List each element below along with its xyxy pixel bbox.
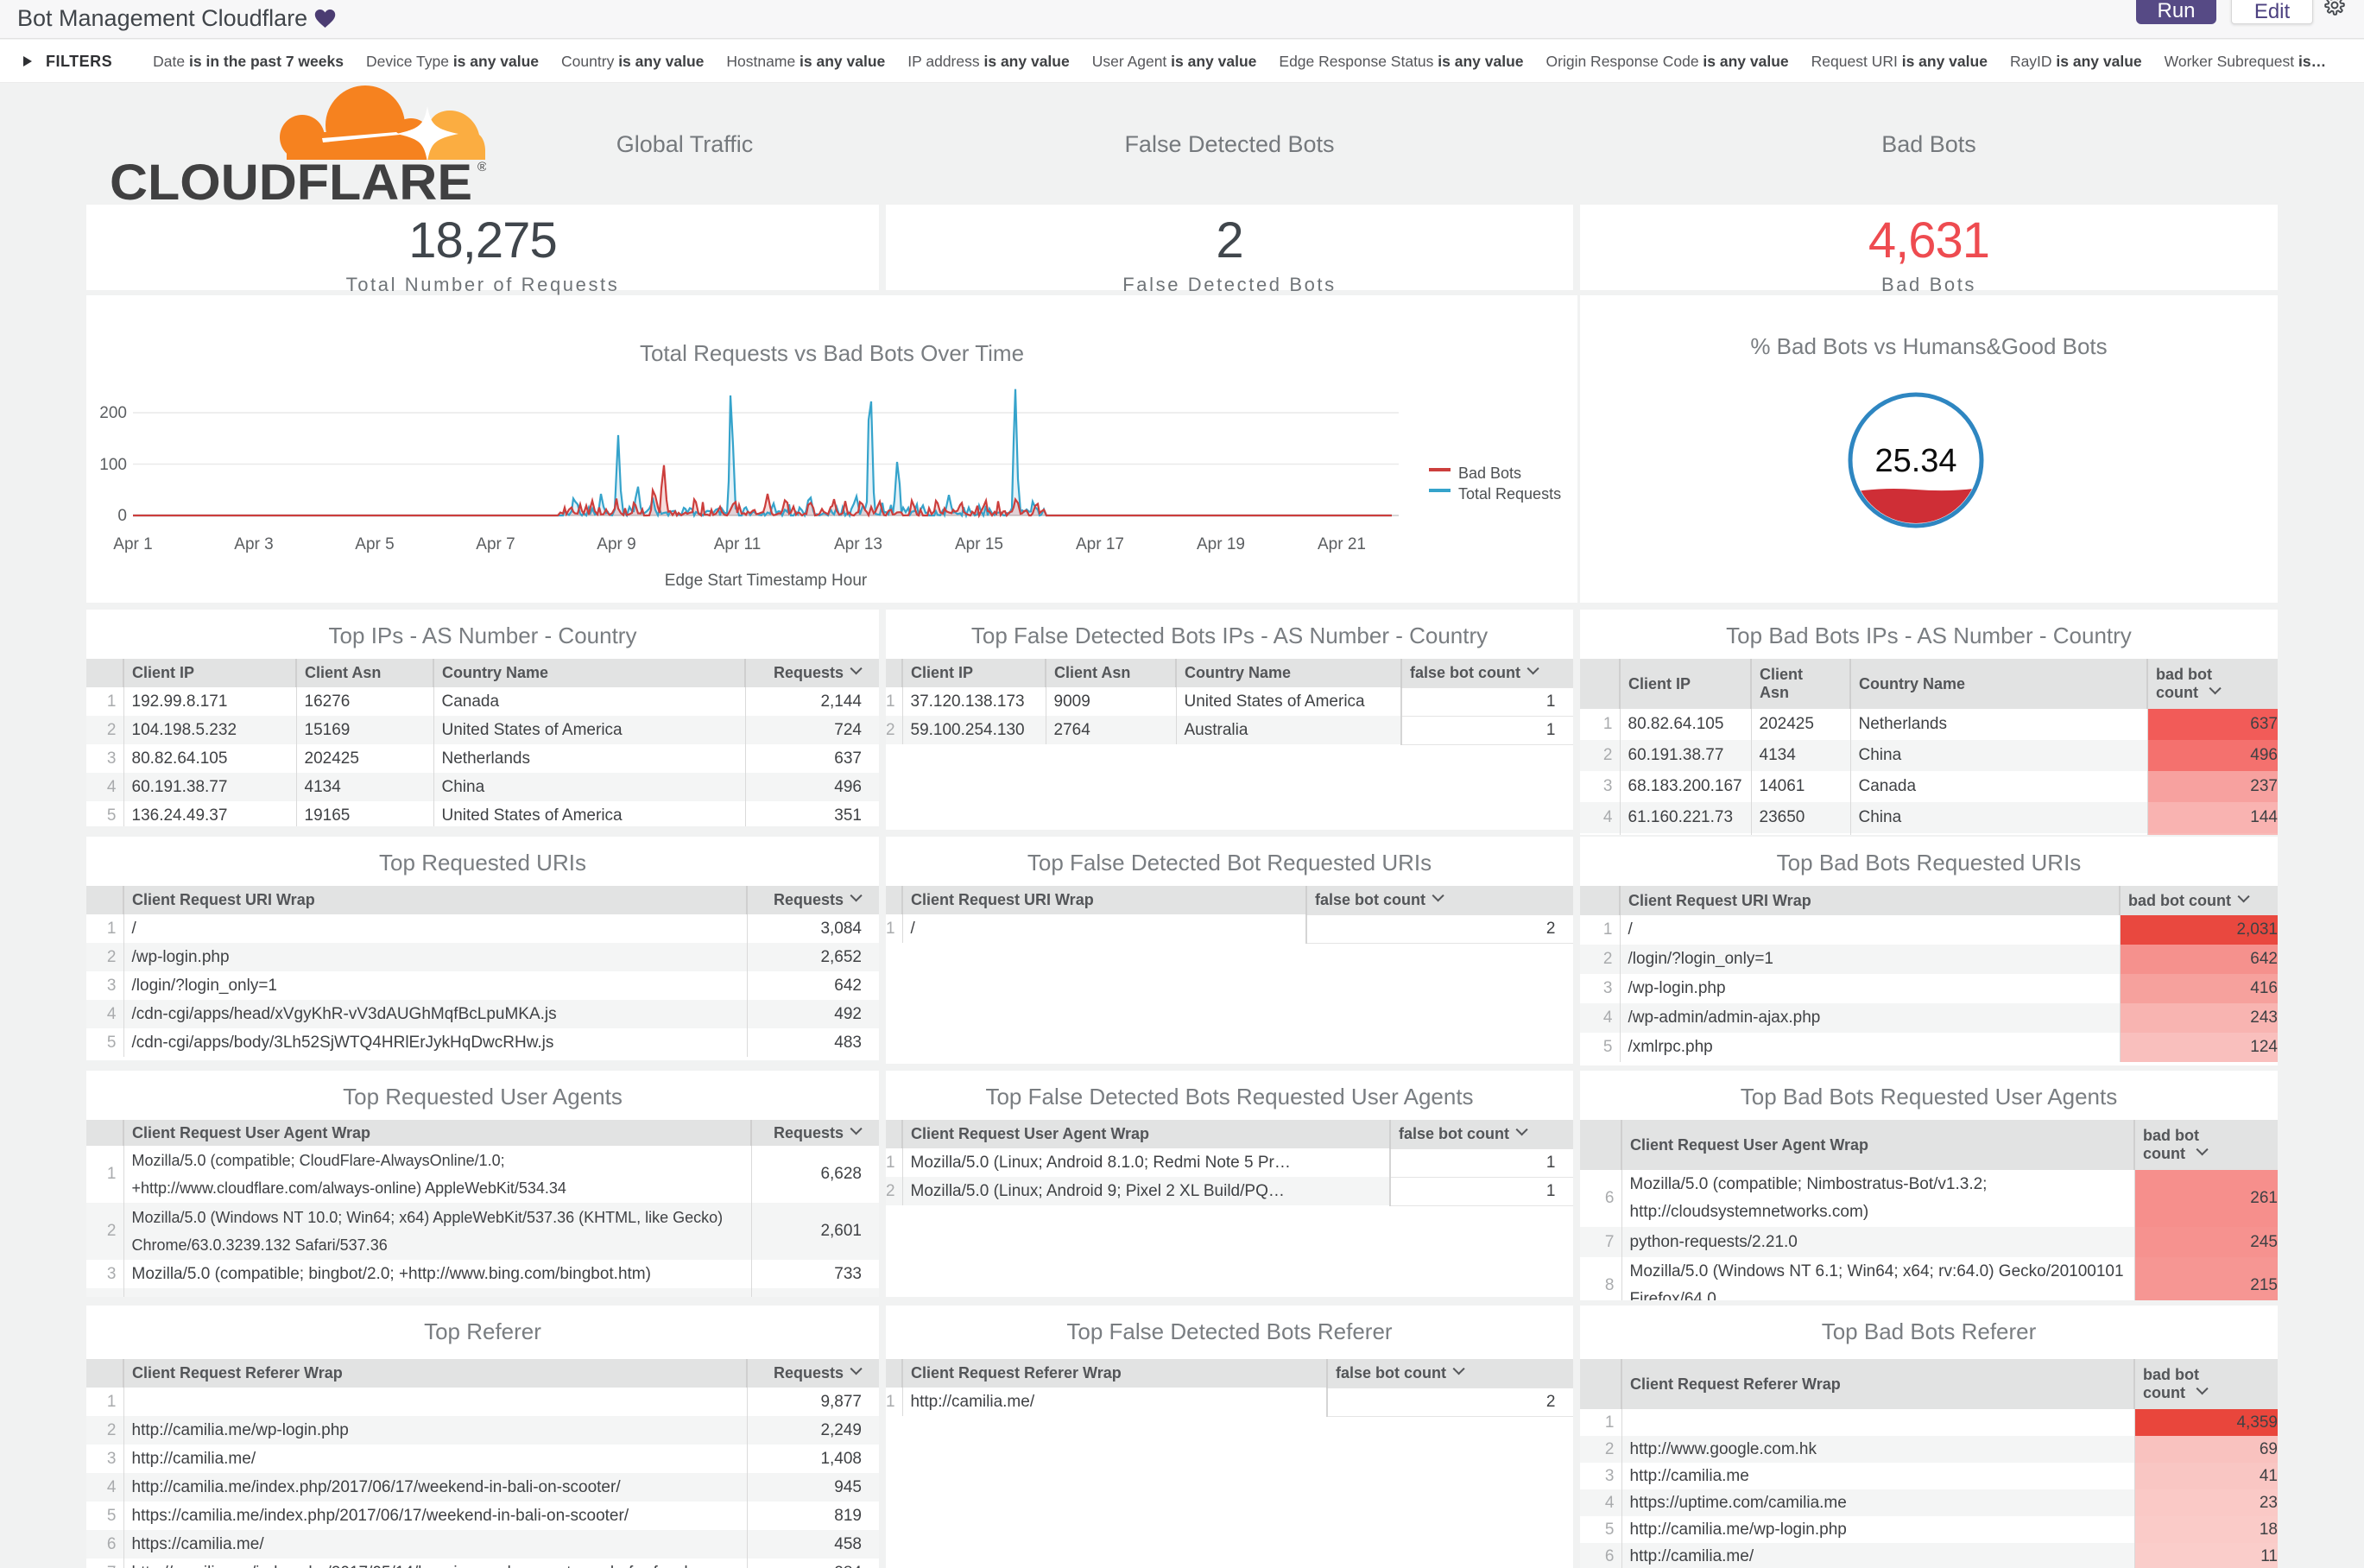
svg-text:®: ®: [477, 160, 486, 174]
svg-text:Apr 11: Apr 11: [714, 535, 762, 553]
svg-text:25.34: 25.34: [1874, 443, 1956, 479]
svg-text:CLOUDFLARE: CLOUDFLARE: [110, 155, 472, 205]
svg-text:Bad Bots: Bad Bots: [1458, 465, 1521, 482]
svg-text:Edge Start Timestamp Hour: Edge Start Timestamp Hour: [665, 572, 868, 590]
svg-text:Apr 19: Apr 19: [1197, 535, 1245, 553]
svg-text:Apr 7: Apr 7: [476, 535, 515, 553]
svg-text:Apr 17: Apr 17: [1076, 535, 1124, 553]
svg-text:Apr 5: Apr 5: [355, 535, 394, 553]
svg-text:Apr 13: Apr 13: [834, 535, 882, 553]
svg-text:200: 200: [99, 404, 127, 422]
svg-text:Apr 15: Apr 15: [955, 535, 1003, 553]
svg-text:Apr 9: Apr 9: [597, 535, 635, 553]
svg-text:0: 0: [117, 507, 127, 525]
svg-text:Apr 3: Apr 3: [234, 535, 273, 553]
svg-text:100: 100: [99, 456, 127, 474]
svg-text:Total Requests: Total Requests: [1458, 485, 1561, 503]
svg-text:Apr 1: Apr 1: [113, 535, 152, 553]
svg-text:Apr 21: Apr 21: [1318, 535, 1366, 553]
